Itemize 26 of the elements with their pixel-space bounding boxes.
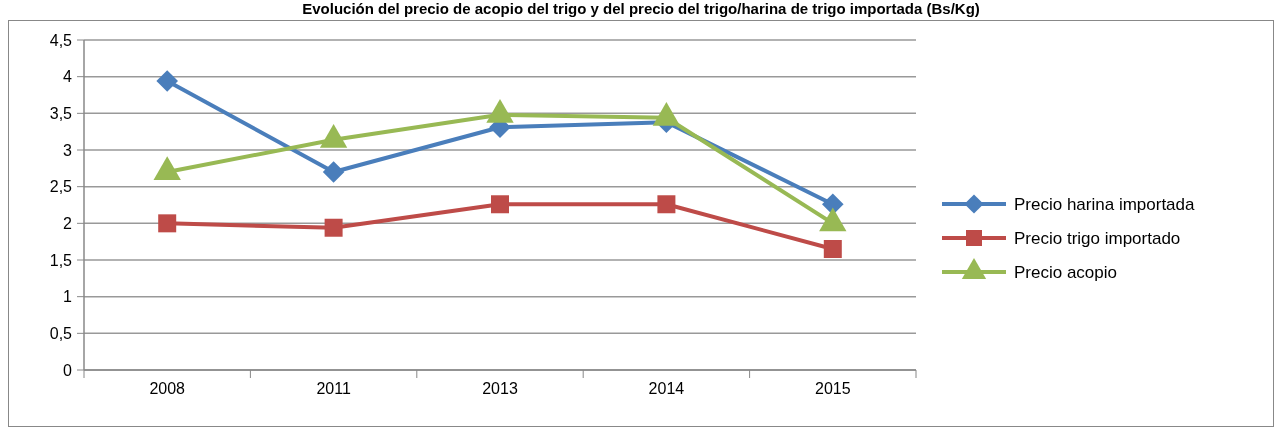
point [322,161,345,183]
point [491,195,509,214]
legend-label: Precio acopio [1014,262,1118,282]
x-tick-label: 2015 [815,380,851,397]
x-tick-label: 2011 [316,380,351,397]
legend-label: Precio trigo importado [1014,228,1181,248]
point [158,214,177,233]
point [324,218,343,237]
point [823,240,842,258]
y-tick-label: 4 [63,68,73,86]
point [156,70,178,92]
x-tick-label: 2013 [482,380,518,397]
x-tick-label: 2014 [648,380,685,397]
y-tick-label: 2 [63,214,73,232]
chart-title: Evolución del precio de acopio del trigo y del precio del trigo/harina de trigo importada (Bs/Kg) [302,0,980,17]
y-tick-label: 1,5 [49,251,73,269]
y-tick-label: 3 [63,141,73,159]
y-tick-label: 0 [63,361,73,379]
y-tick-label: 1 [63,288,73,306]
y-tick-label: 0,5 [49,324,73,342]
y-tick-label: 4,5 [49,31,73,49]
y-tick-label: 3,5 [49,104,73,122]
y-tick-label: 2,5 [49,178,73,196]
x-tick-label: 2008 [149,380,186,397]
point [657,195,676,214]
legend-label: Precio harina importada [1014,194,1196,214]
